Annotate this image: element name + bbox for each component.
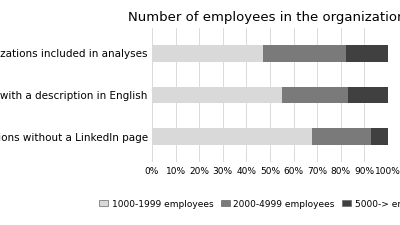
Title: Number of employees in the organizations: Number of employees in the organizations bbox=[128, 11, 400, 24]
Bar bbox=[152, 46, 263, 62]
Bar bbox=[346, 46, 388, 62]
Bar bbox=[152, 129, 312, 145]
Bar bbox=[263, 46, 346, 62]
Bar bbox=[348, 87, 388, 104]
Bar bbox=[312, 129, 372, 145]
Bar bbox=[152, 87, 282, 104]
Bar bbox=[282, 87, 348, 104]
Legend: 1000-1999 employees, 2000-4999 employees, 5000-> employees: 1000-1999 employees, 2000-4999 employees… bbox=[96, 196, 400, 212]
Bar bbox=[372, 129, 388, 145]
